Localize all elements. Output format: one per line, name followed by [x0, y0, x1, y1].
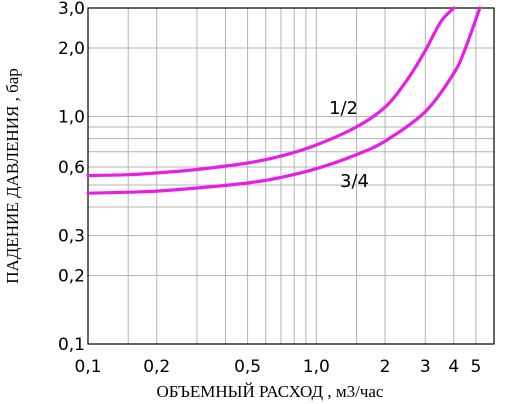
y-tick-label: 1,0 — [58, 108, 85, 128]
x-tick-label: 3 — [420, 357, 431, 377]
x-tick-label: 5 — [471, 357, 482, 377]
x-tick-label: 4 — [448, 357, 459, 377]
y-axis-title: ПАДЕНИЕ ДАВЛЕНИЯ , бар — [3, 68, 22, 284]
y-tick-label: 0,2 — [58, 267, 85, 287]
curves — [86, 6, 482, 195]
y-tick-label: 2,0 — [58, 39, 85, 59]
y-tick-label: 0,6 — [58, 158, 85, 178]
series-label-3-4: 3/4 — [340, 171, 369, 192]
x-tick-labels: 0,1 0,2 0,5 1,0 2 3 4 5 — [74, 357, 481, 377]
y-tick-label: 0,3 — [58, 226, 85, 246]
series-label-1-2: 1/2 — [329, 98, 358, 119]
series-line-3-4 — [86, 6, 482, 195]
x-tick-label: 0,2 — [143, 357, 170, 377]
x-tick-label: 1,0 — [303, 357, 330, 377]
x-tick-label: 0,1 — [74, 357, 101, 377]
y-tick-labels: 0,1 0,2 0,3 0,6 1,0 2,0 3,0 — [58, 0, 85, 355]
x-tick-label: 2 — [380, 357, 391, 377]
grid — [87, 7, 494, 345]
x-axis-title: ОБЪЕМНЫЙ РАСХОД , м3/час — [157, 382, 384, 401]
series-line-1-2 — [86, 6, 456, 178]
x-tick-label: 0,5 — [234, 357, 261, 377]
y-tick-label: 3,0 — [58, 0, 85, 19]
y-tick-label: 0,1 — [58, 335, 85, 355]
